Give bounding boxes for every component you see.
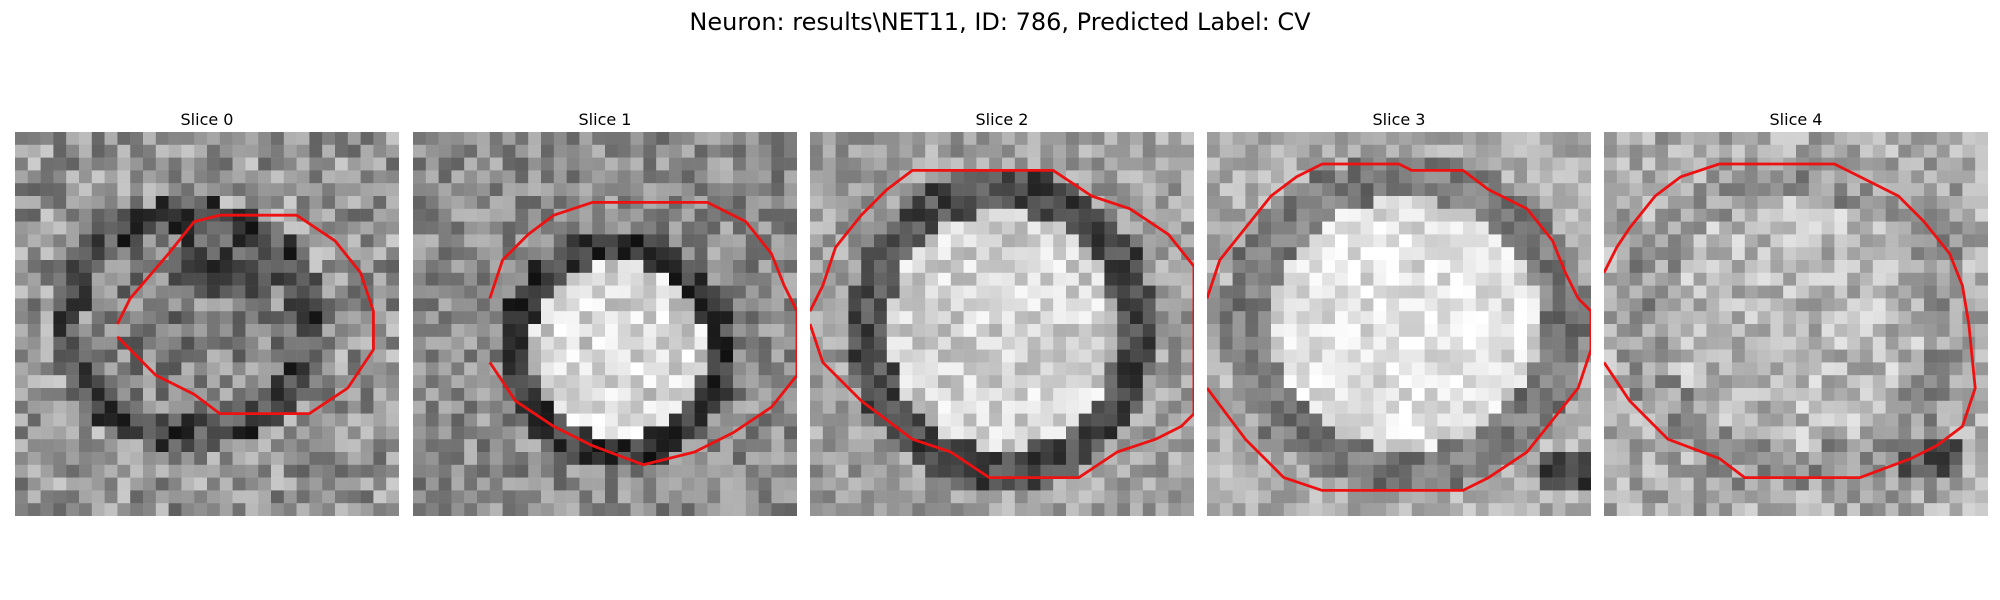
roi-contour (810, 168, 1194, 480)
slice-panel-0: Slice 0 (15, 108, 399, 516)
slice-image-4 (1604, 132, 1988, 516)
roi-contour (1207, 162, 1591, 492)
slice-title-4: Slice 4 (1769, 110, 1823, 129)
slice-panel-2: Slice 2 (810, 108, 1194, 516)
slice-image-2 (810, 132, 1194, 516)
slice-title-0: Slice 0 (180, 110, 234, 129)
figure-title: Neuron: results\NET11, ID: 786, Predicte… (689, 8, 1311, 36)
slice-title-3: Slice 3 (1372, 110, 1426, 129)
roi-contour (488, 200, 797, 467)
roi-contour (1604, 162, 1977, 480)
slice-panel-3: Slice 3 (1207, 108, 1591, 516)
slice-panel-1: Slice 1 (413, 108, 797, 516)
slice-title-2: Slice 2 (975, 110, 1029, 129)
slice-image-0 (15, 132, 399, 516)
slice-image-1 (413, 132, 797, 516)
slice-panel-4: Slice 4 (1604, 108, 1988, 516)
slice-image-3 (1207, 132, 1591, 516)
slice-title-1: Slice 1 (578, 110, 632, 129)
roi-contour (116, 213, 375, 416)
